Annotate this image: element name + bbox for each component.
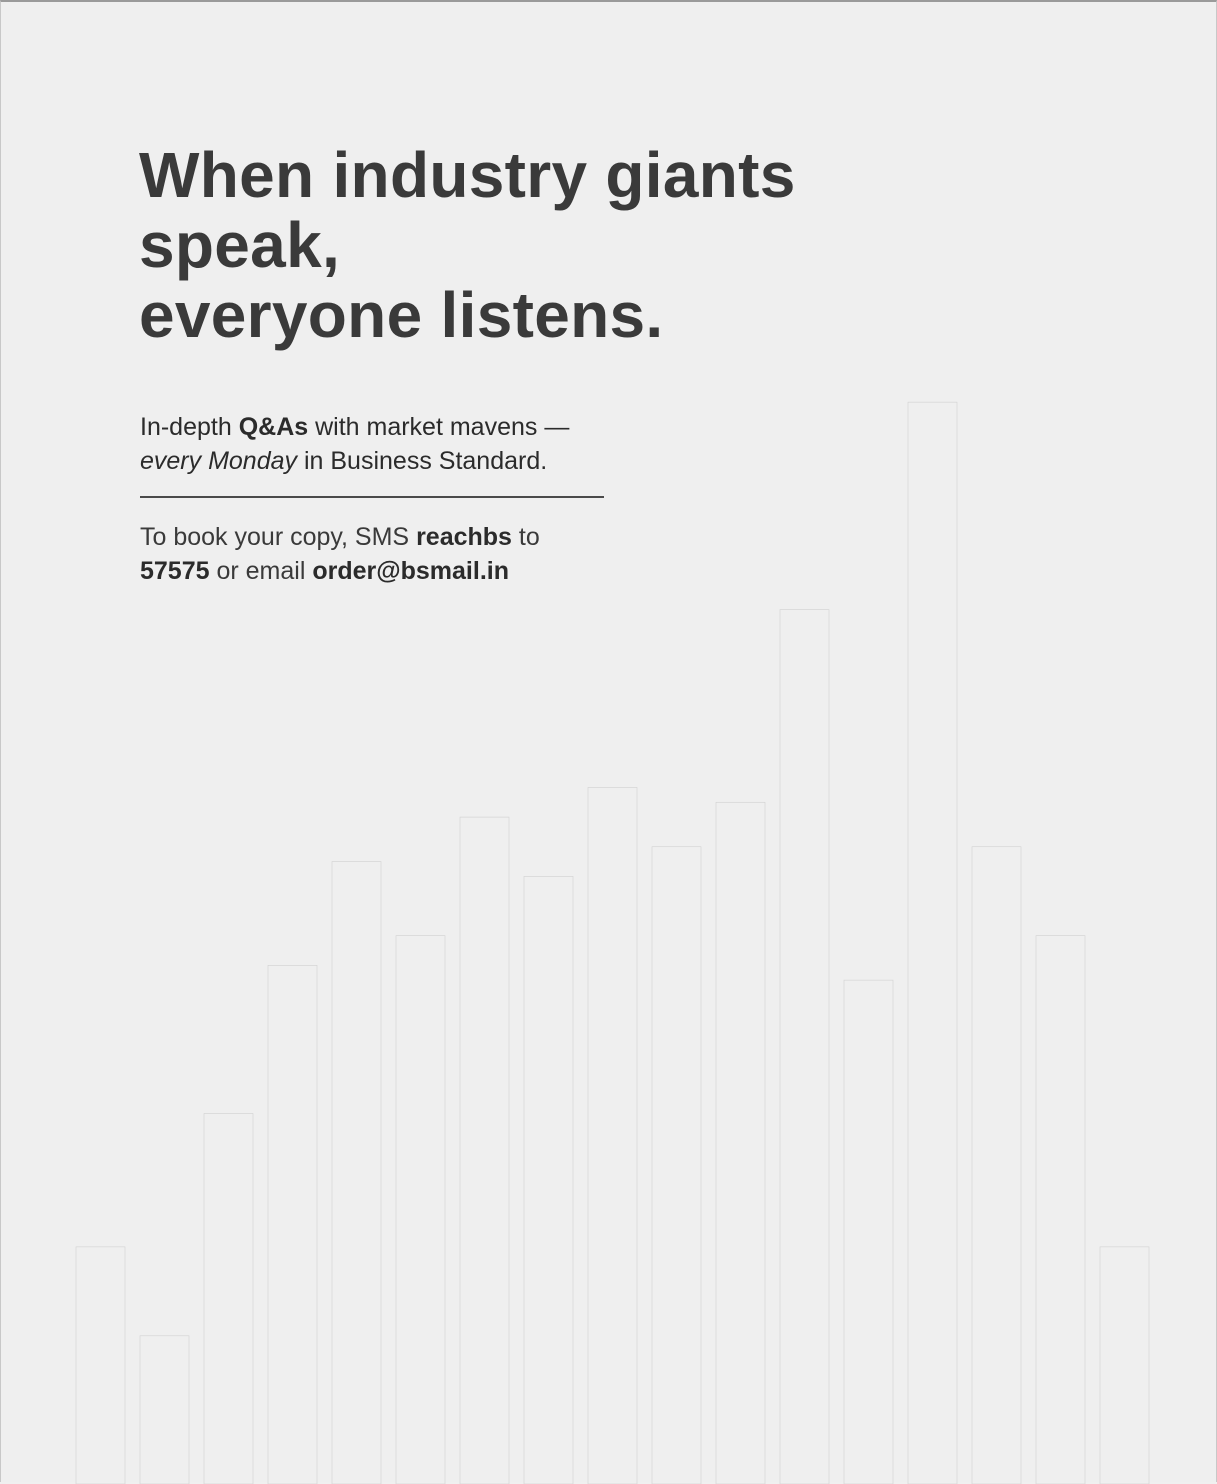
graph-bar: [204, 1114, 253, 1484]
distant-hills: [561, 1370, 1217, 1484]
bar-photo-layer: [1, 302, 1217, 1484]
graph-bar: [1036, 936, 1085, 1484]
graph-bar: [140, 1336, 189, 1484]
graph-bar: [268, 965, 317, 1484]
ground: [1, 1432, 1217, 1484]
graph-bar: [780, 610, 829, 1484]
graph-bar: [1100, 1247, 1149, 1484]
graph-bar: [460, 817, 509, 1484]
graph-bar: [652, 847, 701, 1484]
graph-bar: [396, 936, 445, 1484]
graph-bar: [588, 787, 637, 1484]
graph-bar: [524, 876, 573, 1484]
elephant: [238, 871, 1046, 1484]
graph-bar: [972, 847, 1021, 1484]
bar-edge-layer: [76, 402, 1149, 1484]
acacia-trees: [71, 1326, 1166, 1460]
graph-bar: [716, 802, 765, 1484]
graph-bar: [332, 862, 381, 1484]
graph-bar: [844, 980, 893, 1484]
graph-bar: [76, 1247, 125, 1484]
sky: [1, 302, 1217, 1484]
clouds: [61, 894, 1181, 1274]
graph-bar: [908, 402, 957, 1484]
